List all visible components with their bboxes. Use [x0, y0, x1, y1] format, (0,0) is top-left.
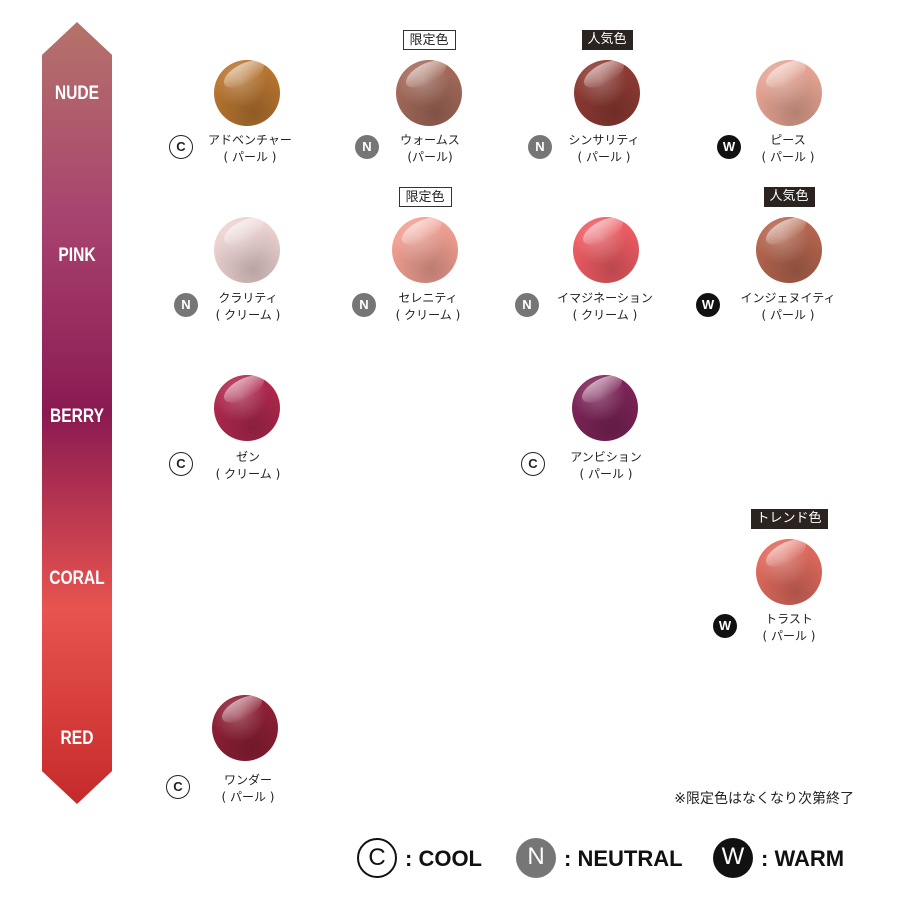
- shade-tag-limited: 限定色: [398, 187, 452, 207]
- warm-badge-icon: W: [713, 838, 753, 878]
- tone-badge-icon: N: [528, 135, 552, 159]
- shade-swatch: [756, 539, 822, 605]
- shade-swatch: [214, 60, 280, 126]
- shade-swatch: [396, 60, 462, 126]
- tone-badge-icon: W: [717, 135, 741, 159]
- shade-name: イマジネーション: [557, 291, 653, 305]
- tone-badge-icon: N: [355, 135, 379, 159]
- shade-finish: ( クリーム ): [215, 467, 281, 481]
- category-label-berry: BERRY: [50, 406, 104, 427]
- shade-finish: ( パール ): [579, 467, 633, 481]
- shade-name: セレニティ: [398, 291, 458, 305]
- shade-name: ワンダー: [223, 773, 272, 787]
- category-label-red: RED: [60, 728, 94, 749]
- shade-swatch: [214, 217, 280, 283]
- shade-finish: ( クリーム ): [215, 308, 281, 322]
- shade-swatch: [214, 375, 280, 441]
- legend-neutral-label: : NEUTRAL: [564, 846, 683, 871]
- shade-tag-popular: 人気色: [581, 30, 633, 50]
- shade-finish: ( パール ): [577, 150, 631, 164]
- shade-tag-limited: 限定色: [402, 30, 456, 50]
- shade-name: トラスト: [765, 612, 813, 626]
- shade-swatch: [756, 217, 822, 283]
- shade-swatch: [392, 217, 458, 283]
- shade-name: クラリティ: [218, 291, 278, 305]
- shade-name: アドベンチャー: [208, 133, 292, 147]
- category-label-nude: NUDE: [54, 83, 100, 104]
- shade-swatch: [756, 60, 822, 126]
- shade-swatch: [572, 375, 638, 441]
- shade-name: ピース: [770, 133, 806, 147]
- shade-name: シンサリティ: [568, 133, 640, 147]
- shade-swatch: [573, 217, 639, 283]
- shade-finish: ( パール ): [761, 308, 815, 322]
- shade-tag-trend: トレンド色: [750, 509, 828, 529]
- category-label-coral: CORAL: [49, 568, 105, 589]
- category-label-pink: PINK: [58, 245, 96, 266]
- tone-badge-icon: N: [515, 293, 539, 317]
- shade-swatch: [212, 695, 278, 761]
- shade-finish: ( パール ): [223, 150, 277, 164]
- legend-warm-label: : WARM: [761, 846, 845, 871]
- tone-badge-icon: C: [166, 775, 190, 799]
- cool-badge-icon: C: [357, 838, 397, 878]
- shade-finish: ( パール ): [762, 629, 816, 643]
- limited-footnote: ※限定色はなくなり次第終了: [674, 791, 854, 807]
- shade-name: アンビション: [570, 450, 642, 464]
- shade-finish: ( パール ): [221, 790, 275, 804]
- legend-cool-label: : COOL: [405, 846, 482, 871]
- tone-badge-icon: N: [174, 293, 198, 317]
- tone-badge-icon: C: [169, 135, 193, 159]
- shade-name: ウォームス: [400, 133, 460, 147]
- tone-badge-icon: C: [169, 452, 193, 476]
- tone-badge-icon: W: [713, 614, 737, 638]
- tone-badge-icon: W: [696, 293, 720, 317]
- shade-finish: (パール): [407, 150, 453, 164]
- color-scale-bar: [42, 22, 112, 804]
- tone-badge-icon: C: [521, 452, 545, 476]
- shade-name: ゼン: [235, 450, 260, 464]
- shade-tag-popular: 人気色: [763, 187, 815, 207]
- tone-badge-icon: N: [352, 293, 376, 317]
- shade-name: インジェヌイティ: [740, 291, 836, 305]
- neutral-badge-icon: N: [516, 838, 556, 878]
- shade-finish: ( クリーム ): [395, 308, 461, 322]
- shade-finish: ( パール ): [761, 150, 815, 164]
- shade-finish: ( クリーム ): [572, 308, 638, 322]
- shade-swatch: [574, 60, 640, 126]
